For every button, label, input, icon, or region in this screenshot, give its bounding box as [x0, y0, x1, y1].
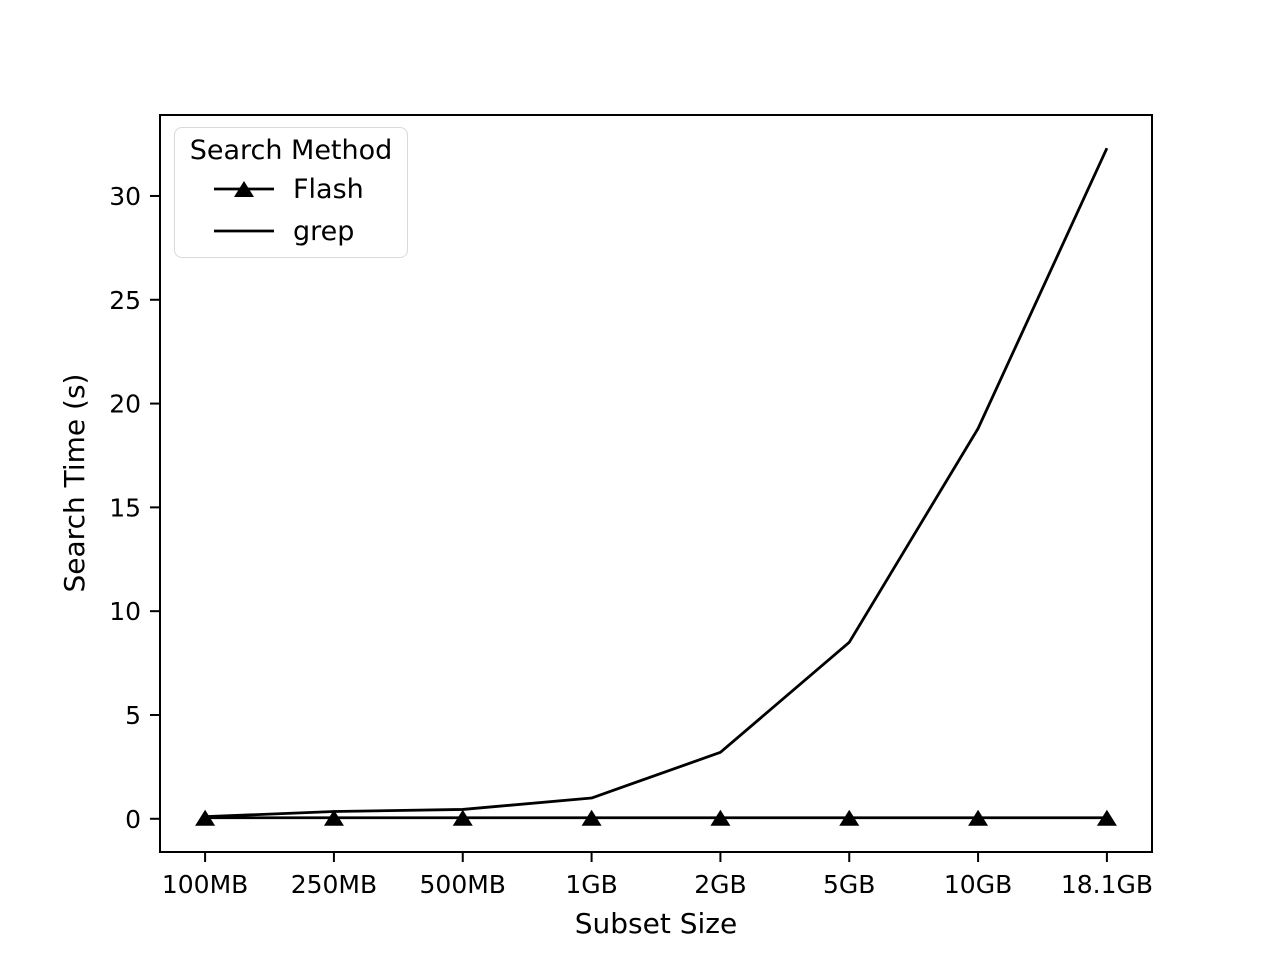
grep-line [205, 147, 1109, 819]
x-tick-label: 5GB [823, 870, 875, 899]
grep-line-sample-icon [214, 229, 274, 233]
flash-marker [323, 809, 344, 826]
x-tick-label: 100MB [162, 870, 248, 899]
y-tick-label: 25 [109, 286, 141, 315]
flash-line-triangle-sample-icon [214, 181, 274, 198]
flash-marker [710, 809, 731, 826]
flash-marker [452, 809, 473, 826]
flash-marker [968, 809, 989, 826]
flash-marker [581, 809, 602, 826]
y-tick-label: 30 [109, 182, 141, 211]
plot-area: 0 5 10 15 20 25 30 100MB 250MB 500MB 1GB 2GB 5GB 10GB… [109, 114, 1153, 899]
y-tick-label: 5 [125, 701, 141, 730]
flash-marker [839, 809, 860, 826]
x-tick-label: 10GB [944, 870, 1012, 899]
y-tick-label: 0 [125, 805, 141, 834]
y-tick-label: 10 [109, 597, 141, 626]
y-tick-label: 15 [109, 493, 141, 522]
legend-item-grep-label: grep [293, 215, 355, 247]
x-tick-label: 500MB [420, 870, 506, 899]
legend-item-flash: Flash [187, 171, 395, 207]
legend-title: Search Method [189, 135, 393, 166]
x-tick-label: 2GB [694, 870, 746, 899]
legend: Search Method Flash grep [174, 127, 408, 258]
x-axis-label: Subset Size [575, 907, 737, 940]
axes-frame [159, 114, 1153, 853]
y-tick-label: 20 [109, 390, 141, 419]
x-tick-label: 18.1GB [1061, 870, 1153, 899]
legend-item-grep: grep [187, 213, 395, 249]
y-axis-label: Search Time (s) [58, 374, 91, 593]
x-tick-label: 1GB [565, 870, 617, 899]
flash-marker [195, 809, 216, 826]
flash-marker [1096, 809, 1117, 826]
x-tick-label: 250MB [291, 870, 377, 899]
legend-item-flash-label: Flash [293, 173, 364, 205]
